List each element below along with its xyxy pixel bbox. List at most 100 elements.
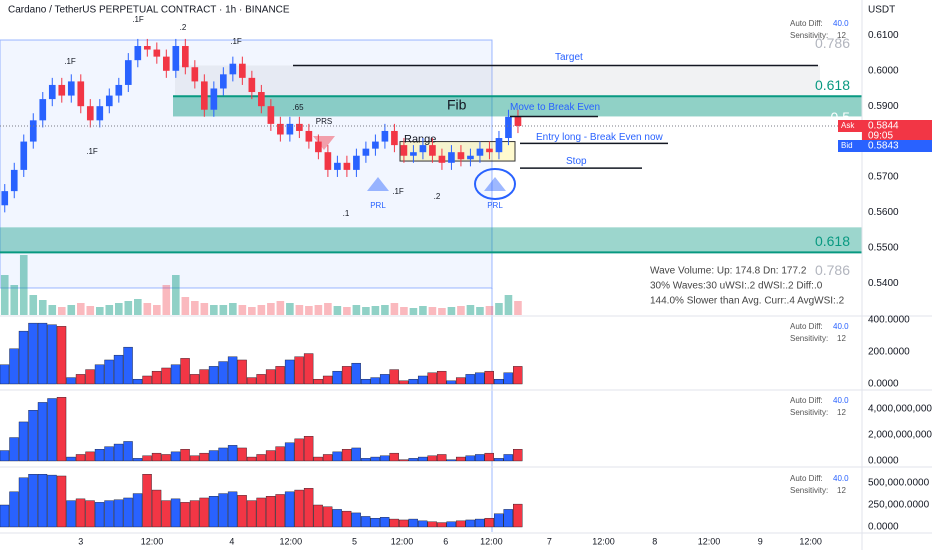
x-tick-label: 12:00: [480, 536, 503, 546]
candle-body: [229, 63, 237, 75]
wave-bar: [370, 517, 380, 528]
wave-bar: [351, 447, 361, 462]
wave-bar: [303, 488, 314, 528]
wave-bar: [513, 449, 523, 462]
countdown: 09:05: [868, 131, 893, 142]
wave-bar: [503, 509, 513, 528]
currency: USDT: [868, 5, 895, 16]
y-tick-label: 400.0000: [868, 315, 910, 326]
y-tick-label: 250,000.0000: [868, 500, 930, 511]
volume-bar: [343, 307, 351, 315]
candle-body: [220, 74, 227, 89]
wave-bar: [455, 377, 466, 385]
y-tick-label: 0.5900: [868, 101, 899, 112]
volume-bar: [76, 303, 85, 315]
wave-bar: [94, 449, 105, 462]
volume-bar: [400, 307, 408, 315]
wave-bar: [332, 451, 342, 462]
wave-bar: [9, 437, 19, 462]
candle-body: [514, 116, 522, 126]
wave-bar: [389, 369, 399, 385]
wave-bar: [151, 452, 162, 462]
wave-bar: [455, 456, 466, 462]
pivot-marker: [313, 136, 335, 150]
x-tick-label: 9: [758, 536, 763, 546]
wave-bar: [237, 495, 247, 528]
stats: 144.0% Slower than Avg. Curr:.4 AvgWSI:.…: [650, 296, 845, 307]
wave-bar: [256, 374, 266, 385]
wave-bar: [322, 375, 333, 385]
volume-bar: [295, 305, 304, 315]
candle-body: [20, 141, 28, 170]
x-tick-label: 3: [78, 536, 83, 546]
wave-bar: [484, 517, 494, 528]
volume-bar: [409, 308, 418, 315]
wave-bar: [360, 378, 371, 385]
wave-bar: [9, 348, 19, 385]
wave-bar: [170, 498, 181, 528]
wave-bar: [37, 474, 48, 528]
wave-bar: [189, 455, 200, 462]
bid-tag: [838, 140, 862, 152]
y-tick-label: 0.5700: [868, 172, 899, 183]
wave-bar: [474, 454, 485, 462]
candle-body: [286, 123, 294, 135]
candle-body: [124, 60, 132, 85]
volume-bar: [181, 297, 190, 315]
x-tick-label: 12:00: [799, 536, 822, 546]
candle-body: [305, 130, 313, 142]
candle-body: [353, 155, 360, 170]
wave-bar: [18, 477, 29, 528]
wave-bar: [47, 398, 57, 462]
wave-bar: [151, 489, 162, 528]
wave-bar: [303, 436, 314, 462]
wave-bar: [275, 446, 285, 462]
volume-bar: [314, 305, 323, 315]
wave-bar: [189, 374, 200, 385]
wave-bar: [446, 380, 456, 385]
setting-label: Sensitivity:: [790, 334, 828, 343]
x-tick-label: 12:00: [391, 536, 414, 546]
wave-bar: [284, 442, 295, 462]
volume-bar: [48, 305, 57, 315]
candle-body: [39, 99, 47, 121]
setting-value: 12: [837, 486, 846, 495]
wave-bar: [446, 521, 456, 528]
volume-bar: [333, 306, 342, 315]
volume-bar: [276, 301, 285, 315]
wave-bar: [199, 497, 209, 528]
wave-bar: [256, 454, 266, 462]
volume-bar: [238, 305, 247, 315]
volume-bar: [476, 307, 484, 315]
wave-bar: [379, 374, 390, 385]
wave-bar: [218, 447, 228, 462]
wave-bar: [275, 366, 285, 385]
wave-bar: [341, 510, 352, 528]
candle-body: [362, 148, 370, 156]
wave-bar: [436, 522, 447, 528]
wave-bar: [313, 378, 323, 385]
ask-tag: [838, 120, 862, 132]
wave-bar: [360, 516, 371, 528]
wave-bar: [66, 500, 76, 528]
bid-price-tag: [862, 140, 932, 152]
candle-body: [86, 106, 94, 121]
wave-bar: [370, 377, 380, 385]
wave-bar: [408, 458, 418, 462]
wave-bar: [37, 322, 48, 385]
wave-bar: [56, 326, 67, 385]
candle-body: [372, 141, 379, 149]
wave-bar: [341, 449, 352, 462]
wave-bar: [180, 449, 190, 462]
wave-bar: [37, 402, 48, 462]
candle-body: [105, 95, 113, 107]
candle-body: [201, 81, 208, 110]
fib-band: [175, 65, 820, 97]
volume-bar: [457, 306, 465, 315]
wave-bar: [208, 450, 219, 462]
wave-bar: [284, 491, 295, 528]
wave-bar: [455, 520, 466, 528]
ask-label: Ask: [841, 121, 855, 130]
wave-bar: [294, 356, 304, 385]
candle-body: [67, 81, 75, 96]
